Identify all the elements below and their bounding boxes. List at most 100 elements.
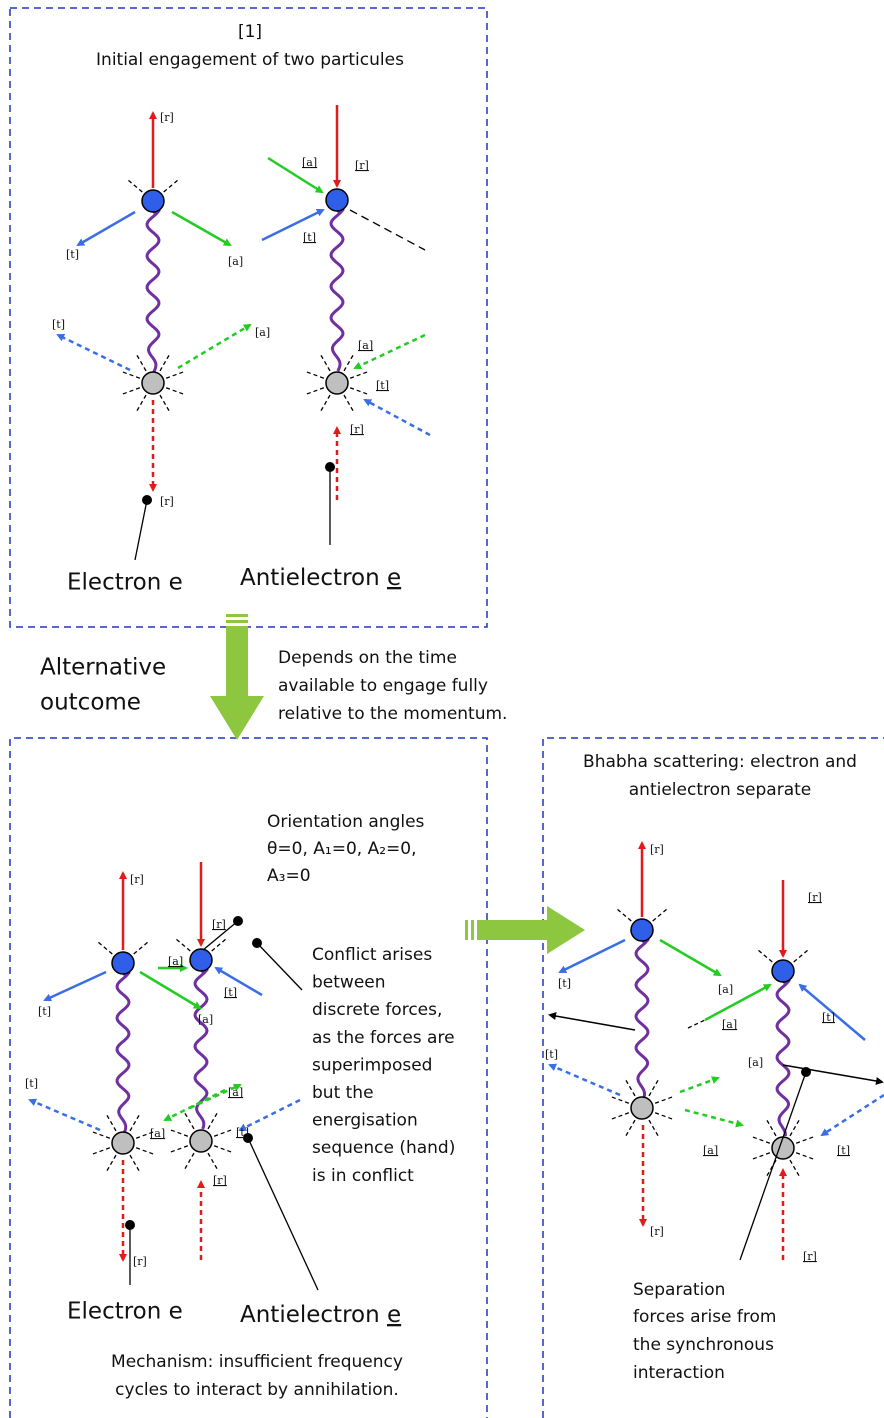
label: Separation bbox=[633, 1280, 725, 1300]
force-arrow bbox=[558, 938, 626, 974]
pointer-line bbox=[134, 499, 148, 561]
label: Bhabha scattering: electron and bbox=[583, 752, 857, 772]
label: relative to the momentum. bbox=[278, 704, 507, 724]
axis-line bbox=[96, 940, 113, 955]
spring bbox=[775, 980, 792, 1137]
particle-name: Antielectron bbox=[240, 1302, 380, 1328]
label: the synchronous bbox=[633, 1335, 774, 1355]
axis-line bbox=[654, 1112, 675, 1121]
force-arrow bbox=[798, 983, 866, 1041]
pointer-dot bbox=[252, 938, 262, 948]
label: is in conflict bbox=[312, 1166, 414, 1186]
label: [r] bbox=[650, 843, 664, 856]
particle-top bbox=[630, 918, 654, 942]
label: Alternative bbox=[40, 655, 166, 681]
particle-top bbox=[111, 951, 135, 975]
force-arrow bbox=[139, 970, 202, 1010]
axis-line bbox=[135, 1130, 156, 1139]
axis-line bbox=[135, 1147, 156, 1156]
force-arrow bbox=[261, 208, 325, 242]
label: [a] bbox=[718, 983, 733, 996]
pointer-line bbox=[256, 942, 303, 991]
axis-line bbox=[789, 1159, 801, 1178]
label: [1] bbox=[238, 22, 262, 42]
label: [a] bbox=[358, 339, 373, 352]
label: [a] bbox=[198, 1013, 213, 1026]
label: [r] bbox=[213, 1174, 227, 1187]
force-arrow bbox=[363, 398, 431, 437]
label: interaction bbox=[633, 1363, 725, 1383]
axis-line bbox=[165, 387, 186, 396]
axis-line bbox=[165, 370, 186, 379]
axis-line bbox=[624, 1078, 636, 1097]
transition-arrows bbox=[210, 614, 585, 954]
axis-line bbox=[168, 1145, 189, 1154]
label: Conflict arises bbox=[312, 945, 432, 965]
label: as the forces are bbox=[312, 1028, 455, 1048]
label: [t] bbox=[52, 318, 65, 331]
axis-line bbox=[129, 1154, 141, 1173]
axis-line bbox=[213, 1128, 234, 1137]
particle-bottom bbox=[630, 1096, 654, 1120]
label: [a] bbox=[228, 1086, 243, 1099]
force-arrow bbox=[238, 1098, 301, 1132]
particle-bottom bbox=[189, 1129, 213, 1153]
particle-bottom bbox=[325, 371, 349, 395]
label: [t] bbox=[822, 1011, 835, 1024]
pointer-dot bbox=[243, 1133, 253, 1143]
axis-line bbox=[213, 1145, 234, 1154]
label: available to engage fully bbox=[278, 676, 488, 696]
label: [a] bbox=[168, 955, 183, 968]
axis-line bbox=[648, 1078, 660, 1097]
axis-line bbox=[120, 370, 141, 379]
force-arrow bbox=[659, 938, 722, 977]
right-arrow bbox=[465, 906, 585, 954]
label: [a] bbox=[748, 1056, 763, 1069]
axis-line bbox=[319, 394, 331, 413]
axis-line bbox=[609, 1112, 630, 1121]
axis-line bbox=[105, 1113, 117, 1132]
spring bbox=[115, 972, 132, 1133]
axis-line bbox=[349, 209, 426, 251]
label: Depends on the time bbox=[278, 648, 457, 668]
label: [r] bbox=[160, 495, 174, 508]
label: [r] bbox=[355, 159, 369, 172]
particle-bottom bbox=[111, 1131, 135, 1155]
pointer-dot bbox=[233, 916, 243, 926]
axis-line bbox=[648, 1119, 660, 1138]
force-arrow bbox=[548, 1063, 621, 1097]
label: [r] bbox=[650, 1225, 664, 1238]
axis-line bbox=[687, 1019, 706, 1029]
spring bbox=[329, 209, 346, 372]
label: [r] bbox=[212, 918, 226, 931]
axis-line bbox=[135, 394, 147, 413]
label: A₃=0 bbox=[267, 866, 311, 886]
label: forces arise from bbox=[633, 1307, 776, 1327]
force-arrow bbox=[267, 156, 324, 194]
axis-line bbox=[183, 1152, 195, 1171]
spring bbox=[193, 969, 210, 1130]
axis-line bbox=[207, 1111, 219, 1130]
axis-line bbox=[90, 1147, 111, 1156]
label: [t] bbox=[66, 248, 79, 261]
label: superimposed bbox=[312, 1055, 432, 1075]
axis-line bbox=[304, 387, 325, 396]
label: Orientation angles bbox=[267, 812, 425, 832]
label: [a] bbox=[703, 1144, 718, 1157]
particle-bottom bbox=[141, 371, 165, 395]
label: antielectron separate bbox=[629, 780, 811, 800]
pointer-dot bbox=[325, 462, 335, 472]
force-arrow bbox=[782, 1064, 884, 1085]
particle-label: Antielectron e bbox=[240, 1302, 401, 1328]
particle-top bbox=[189, 948, 213, 972]
force-arrow bbox=[163, 1088, 226, 1122]
axis-line bbox=[207, 1152, 219, 1171]
force-arrow bbox=[177, 323, 252, 370]
axis-line bbox=[615, 907, 632, 922]
label: [r] bbox=[133, 1255, 147, 1268]
label: energisation bbox=[312, 1111, 418, 1131]
axis-line bbox=[750, 1135, 771, 1144]
label: but the bbox=[312, 1083, 374, 1103]
axis-line bbox=[120, 387, 141, 396]
axis-line bbox=[349, 370, 370, 379]
